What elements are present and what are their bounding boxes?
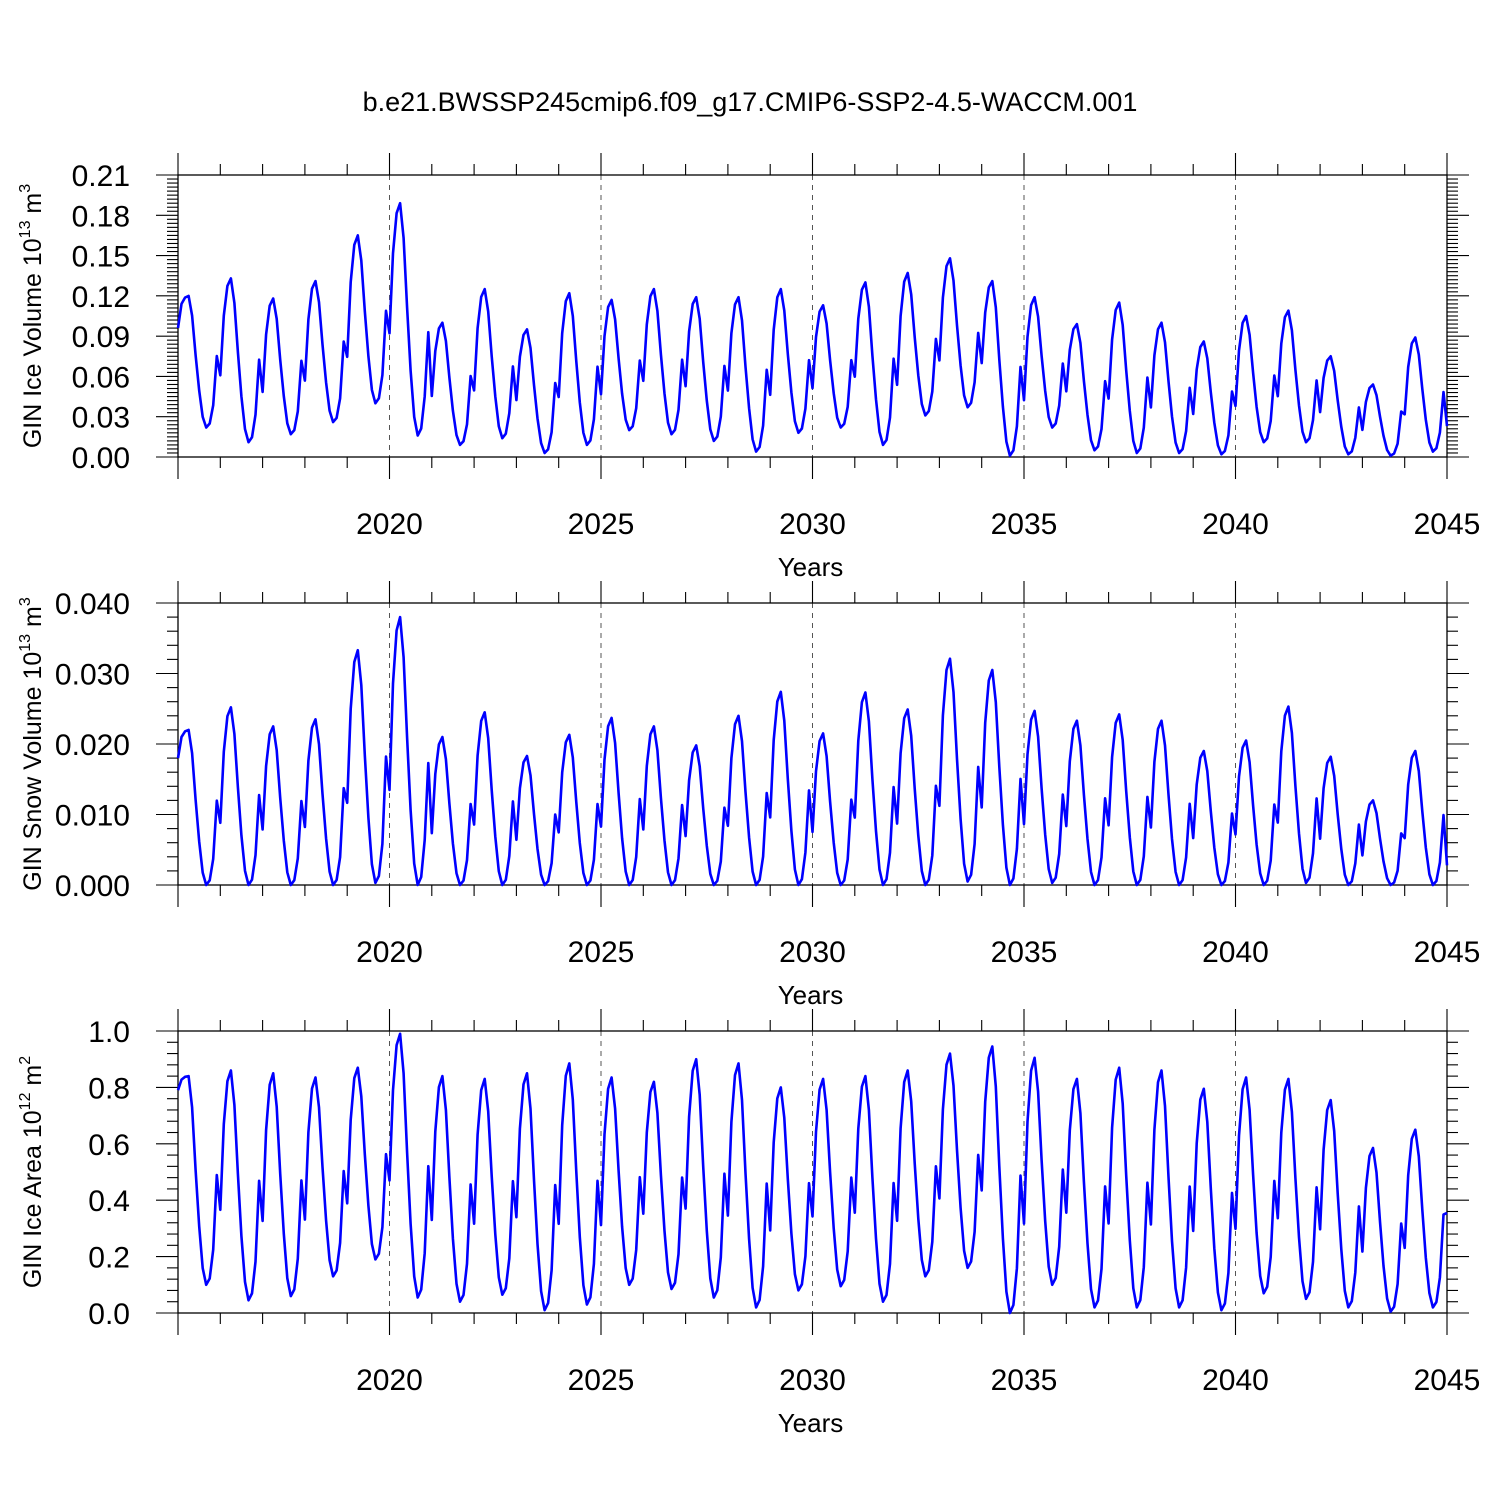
y-tick-label: 0.4	[88, 1185, 130, 1218]
x-tick-label: 2020	[356, 508, 423, 541]
series-line	[176, 1032, 1448, 1315]
x-tick-label: 2030	[779, 936, 846, 969]
y-tick-label: 0.21	[72, 160, 130, 193]
y-tick-label: 0.03	[72, 402, 130, 435]
x-axis-label: Years	[778, 980, 844, 1010]
x-tick-label: 2035	[991, 508, 1058, 541]
y-tick-label: 0.6	[88, 1129, 130, 1162]
x-tick-label: 2020	[356, 936, 423, 969]
chart-snow-volume: 2020 2025 2030 2035 2040 2045 Years 0.000 0.010 0…	[17, 581, 1480, 1010]
y-tick-label: 0.010	[55, 800, 130, 833]
chart-ice-area: 2020 2025 2030 2035 2040 2045 Years 0.0 0.2 0.4 0.…	[17, 1009, 1480, 1438]
x-tick-label: 2025	[568, 1364, 635, 1397]
x-tick-label: 2045	[1414, 1364, 1481, 1397]
x-axis-label: Years	[778, 1408, 844, 1438]
y-tick-label: 0.06	[72, 361, 130, 394]
x-tick-label: 2020	[356, 1364, 423, 1397]
x-tick-label: 2045	[1414, 508, 1481, 541]
chart-panels: 2020 2025 2030 2035 2040 2045 Years 0.00 0.03 0.0…	[17, 153, 1480, 1438]
x-tick-label: 2025	[568, 936, 635, 969]
y-axis-label: GIN Ice Area 1012 m2	[17, 1056, 47, 1288]
chart-ice-volume: 2020 2025 2030 2035 2040 2045 Years 0.00 0.03 0.0…	[17, 153, 1480, 582]
y-tick-label: 0.030	[55, 659, 130, 692]
y-tick-label: 0.0	[88, 1298, 130, 1331]
y-tick-label: 0.040	[55, 588, 130, 621]
y-axis-label: GIN Ice Volume 1013 m3	[17, 184, 47, 448]
y-tick-label: 0.15	[72, 241, 130, 274]
y-tick-label: 0.000	[55, 870, 130, 903]
y-tick-label: 0.09	[72, 321, 130, 354]
y-tick-label: 0.12	[72, 281, 130, 314]
x-axis-label: Years	[778, 552, 844, 582]
x-tick-label: 2040	[1202, 936, 1269, 969]
x-tick-label: 2045	[1414, 936, 1481, 969]
x-tick-label: 2025	[568, 508, 635, 541]
series-line	[176, 201, 1449, 457]
y-tick-label: 1.0	[88, 1016, 130, 1049]
y-axis-label: GIN Snow Volume 1013 m3	[17, 597, 47, 891]
y-tick-label: 0.18	[72, 200, 130, 233]
y-tick-label: 0.2	[88, 1242, 130, 1275]
series-line	[176, 615, 1449, 887]
y-tick-label: 0.00	[72, 442, 130, 475]
figure-title: b.e21.BWSSP245cmip6.f09_g17.CMIP6-SSP2-4…	[363, 87, 1138, 117]
x-tick-label: 2040	[1202, 508, 1269, 541]
x-tick-label: 2035	[991, 1364, 1058, 1397]
y-tick-label: 0.020	[55, 729, 130, 762]
x-tick-label: 2030	[779, 508, 846, 541]
y-tick-label: 0.8	[88, 1072, 130, 1105]
x-tick-label: 2040	[1202, 1364, 1269, 1397]
x-tick-label: 2035	[991, 936, 1058, 969]
x-tick-label: 2030	[779, 1364, 846, 1397]
